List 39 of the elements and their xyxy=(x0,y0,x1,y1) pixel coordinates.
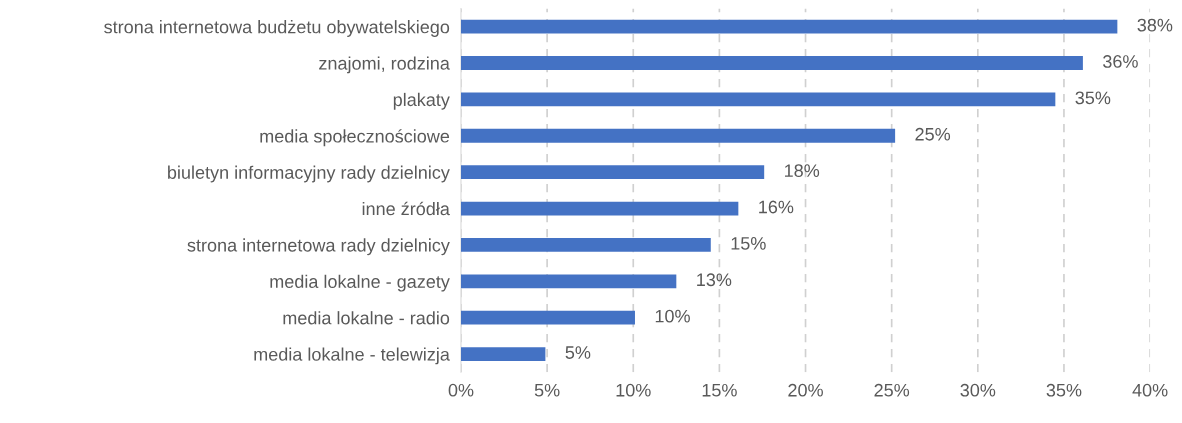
y-tick-label: strona internetowa budżetu obywatelskiego xyxy=(104,20,450,37)
bar xyxy=(460,201,739,216)
bar xyxy=(460,310,635,325)
y-tick-label: media lokalne - gazety xyxy=(270,274,450,292)
data-label: 18% xyxy=(785,164,820,178)
bar xyxy=(460,56,1083,70)
y-tick-label: inne źródła xyxy=(362,201,450,216)
bar xyxy=(460,92,1056,107)
x-tick-label: 0% xyxy=(448,383,474,397)
x-tick-label: 35% xyxy=(1046,383,1082,397)
y-tick-label: media lokalne - telewizja xyxy=(254,347,450,365)
bar xyxy=(460,19,1118,34)
data-label: 16% xyxy=(759,200,794,214)
y-tick-label: plakaty xyxy=(393,92,450,110)
data-label: 38% xyxy=(1137,18,1173,32)
data-label: 5% xyxy=(565,346,591,359)
data-label: 25% xyxy=(915,127,951,141)
y-tick-label: znajomi, rodzina xyxy=(319,56,450,74)
x-tick-label: 20% xyxy=(788,383,823,397)
bar xyxy=(460,274,677,289)
bar xyxy=(460,128,896,143)
bar xyxy=(460,347,546,361)
y-tick-label: strona internetowa rady dzielnicy xyxy=(187,238,450,256)
data-label: 10% xyxy=(655,309,690,323)
y-tick-label: media społecznościowe xyxy=(260,129,450,147)
data-label: 15% xyxy=(731,237,766,250)
x-tick-label: 5% xyxy=(534,383,560,397)
x-tick-label: 15% xyxy=(702,383,737,397)
data-label: 13% xyxy=(697,273,732,287)
x-tick-label: 10% xyxy=(616,383,651,397)
bar xyxy=(460,238,711,252)
x-tick-label: 40% xyxy=(1132,383,1168,397)
data-label: 35% xyxy=(1075,91,1111,105)
y-tick-label: media lokalne - radio xyxy=(283,311,450,325)
y-tick-label: biuletyn informacyjny rady dzielnicy xyxy=(168,165,450,183)
x-tick-label: 30% xyxy=(960,383,996,397)
data-label: 36% xyxy=(1103,55,1138,68)
bar xyxy=(460,165,765,180)
x-tick-label: 25% xyxy=(874,383,910,397)
